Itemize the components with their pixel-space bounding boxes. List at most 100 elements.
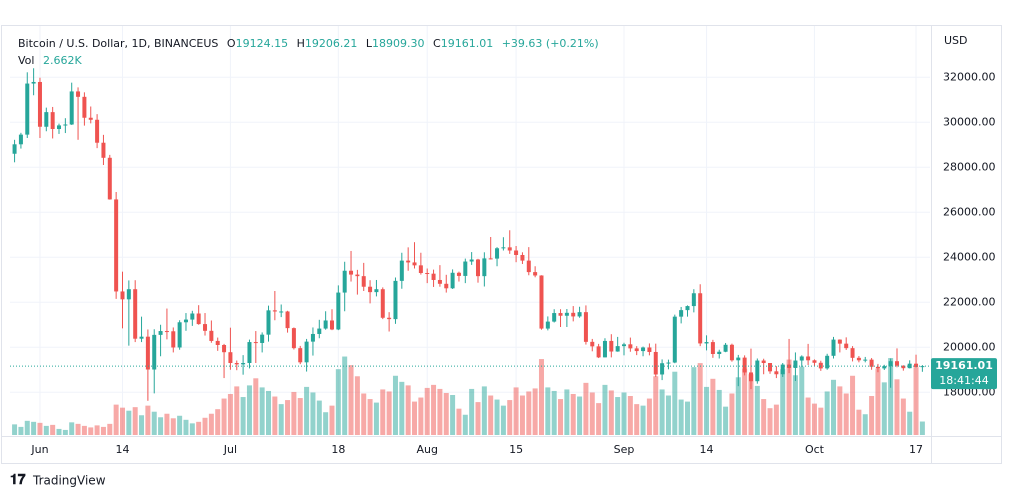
- candle-body: [856, 357, 861, 361]
- candle-body: [412, 262, 417, 266]
- candle-body: [596, 346, 601, 358]
- volume-bar: [227, 393, 233, 435]
- volume-bar: [113, 404, 119, 435]
- candle-body: [260, 334, 265, 343]
- candle-body: [241, 363, 246, 365]
- volume-bar: [507, 400, 513, 435]
- volume-label: Vol: [18, 54, 35, 67]
- candle-body: [374, 289, 379, 293]
- volume-bar: [500, 405, 506, 435]
- volume-bar: [462, 414, 468, 435]
- candle-body: [552, 313, 557, 322]
- volume-bar: [697, 363, 703, 435]
- last-price-tag: [931, 358, 997, 390]
- volume-row: Vol 2.662K: [18, 52, 599, 69]
- candle-body: [831, 339, 836, 356]
- volume-bar: [170, 418, 176, 435]
- volume-bar: [361, 393, 367, 435]
- candle-body: [183, 319, 188, 323]
- candle-body: [349, 270, 354, 275]
- open-value: 19124.15: [235, 37, 289, 50]
- candle-body: [101, 142, 106, 158]
- candle-body: [203, 324, 208, 331]
- volume-bar: [62, 429, 68, 435]
- candle-body: [558, 313, 563, 316]
- candle-body: [501, 247, 506, 249]
- volume-bar: [246, 385, 252, 435]
- volume-bar: [380, 389, 386, 435]
- volume-bar: [183, 419, 189, 435]
- volume-bar: [850, 375, 856, 435]
- x-tick-label: Aug: [416, 443, 437, 456]
- candle-body: [139, 336, 144, 339]
- candle-body: [196, 313, 201, 325]
- frame: [1, 25, 1002, 464]
- volume-bar: [475, 402, 481, 435]
- candle-body: [247, 342, 252, 363]
- x-tick-label: Jul: [223, 443, 237, 456]
- candle-body: [355, 274, 360, 277]
- y-tick-label: 30000.00: [943, 115, 996, 128]
- candle-body: [37, 81, 42, 127]
- high-value: 19206.21: [304, 37, 358, 50]
- candle-body: [850, 348, 855, 358]
- candle-body: [698, 293, 703, 344]
- volume-bar: [329, 405, 335, 435]
- candle-body: [158, 331, 163, 335]
- volume-bar: [81, 425, 87, 435]
- volume-bar: [405, 385, 411, 435]
- close-value: 19161.01: [440, 37, 494, 50]
- candle-body: [577, 312, 582, 317]
- volume-bar: [773, 404, 779, 435]
- candle-body: [602, 340, 607, 358]
- candle-body: [95, 119, 100, 143]
- candle-body: [380, 289, 385, 318]
- volume-bar: [577, 396, 583, 435]
- volume-bar: [100, 426, 106, 435]
- volume-bar: [583, 382, 589, 435]
- volume-bar: [678, 399, 684, 435]
- volume-bar: [761, 399, 767, 435]
- countdown: 18:41:44: [939, 374, 988, 387]
- candle-body: [539, 275, 544, 329]
- candle-body: [533, 272, 538, 276]
- candle-layer: [10, 68, 930, 401]
- candle-body: [437, 279, 442, 284]
- candle-body: [825, 355, 830, 369]
- volume-bar: [202, 417, 208, 435]
- candle-body: [869, 359, 874, 367]
- volume-bar: [824, 391, 830, 435]
- volume-bar: [342, 356, 348, 435]
- volume-bar: [158, 417, 164, 435]
- volume-bar: [799, 366, 805, 435]
- volume-bar: [253, 378, 259, 435]
- candle-body: [317, 328, 322, 334]
- volume-bar: [335, 369, 341, 435]
- candle-body: [425, 273, 430, 274]
- volume-bar: [450, 395, 456, 435]
- legend: Bitcoin / U.S. Dollar, 1D, BINANCEUS O19…: [18, 35, 599, 69]
- volume-bar: [640, 405, 646, 435]
- volume-bar: [659, 389, 665, 435]
- volume-bar: [704, 386, 710, 435]
- candle-body: [285, 311, 290, 329]
- volume-bar: [596, 403, 602, 435]
- volume-bar: [723, 406, 729, 435]
- candle-body: [475, 259, 480, 277]
- volume-bar: [786, 359, 792, 435]
- volume-bar: [437, 388, 443, 435]
- volume-bar: [735, 377, 741, 435]
- candle-body: [298, 348, 303, 363]
- volume-bar: [151, 411, 157, 435]
- volume-bar: [208, 413, 214, 435]
- candle-body: [69, 91, 74, 125]
- volume-bar: [272, 396, 278, 435]
- volume-bar: [843, 393, 849, 435]
- candle-body: [133, 289, 138, 339]
- candle-body: [291, 328, 296, 349]
- volume-bar: [837, 386, 843, 435]
- volume-bar: [856, 409, 862, 435]
- candle-body: [253, 342, 258, 344]
- candle-body: [710, 342, 715, 354]
